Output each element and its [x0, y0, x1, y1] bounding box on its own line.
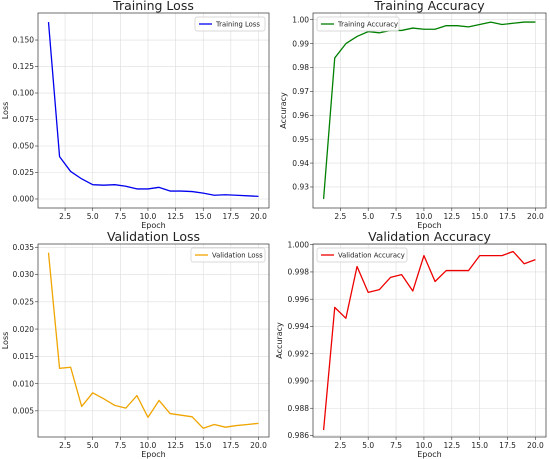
y-tick-label: 0.030 — [13, 270, 35, 279]
y-tick-label: 0.015 — [13, 352, 35, 361]
x-tick-label: 7.5 — [114, 441, 126, 450]
y-tick-label: 0.99 — [292, 39, 309, 48]
x-tick-label: 5.0 — [87, 441, 99, 450]
y-tick-label: 0.005 — [13, 407, 35, 416]
plot-frame — [312, 243, 547, 438]
chart-title: Validation Loss — [107, 229, 200, 244]
y-tick-label: 0.000 — [13, 195, 35, 204]
y-tick-label: 1.00 — [292, 15, 309, 24]
y-tick-label: 0.075 — [13, 115, 35, 124]
legend-label: Validation Loss — [212, 251, 263, 259]
training-accuracy-chart: 2.5 5.0 7.5 10.0 12.5 15.0 17.5 20.0 0.93 0.94 0.9… — [279, 0, 547, 230]
x-tick-label: 12.5 — [167, 441, 184, 450]
x-tick-label: 17.5 — [499, 212, 516, 221]
y-tick-label: 0.992 — [288, 349, 310, 358]
legend: Validation Loss — [190, 247, 266, 263]
validation-loss-series-line — [47, 252, 259, 429]
y-tick-label: 0.025 — [13, 297, 35, 306]
x-tick-label: 7.5 — [390, 441, 402, 450]
y-tick-label: 0.96 — [292, 111, 309, 120]
training-loss-series-line — [47, 21, 259, 197]
y-tick-label: 0.998 — [288, 268, 310, 277]
y-tick-label: 0.98 — [292, 63, 309, 72]
y-tick-label: 0.994 — [288, 322, 310, 331]
chart-title: Training Loss — [112, 0, 194, 13]
x-tick-label: 2.5 — [59, 441, 71, 450]
legend: Training Accuracy — [316, 16, 400, 32]
validation-loss-chart: 2.5 5.0 7.5 10.0 12.5 15.0 17.5 20.0 0.005 0.010 0… — [1, 229, 270, 459]
legend-box — [194, 16, 266, 32]
legend-label: Training Loss — [215, 20, 260, 28]
x-axis-label: Epoch — [141, 450, 166, 459]
x-tick-label: 2.5 — [334, 212, 346, 221]
legend: Training Loss — [194, 16, 266, 32]
x-tick-label: 5.0 — [362, 212, 374, 221]
legend-label: Validation Accuracy — [338, 251, 405, 259]
x-tick-label: 15.0 — [195, 212, 212, 221]
validation-accuracy-chart: 2.5 5.0 7.5 10.0 12.5 15.0 17.5 20.0 0.986 0.988 0… — [275, 229, 547, 459]
x-tick-label: 7.5 — [114, 212, 126, 221]
y-tick-label: 0.020 — [13, 325, 35, 334]
x-axis-label: Epoch — [417, 221, 442, 230]
y-axis-label: Accuracy — [279, 92, 288, 129]
x-axis-label: Epoch — [417, 450, 442, 459]
x-tick-label: 15.0 — [195, 441, 212, 450]
x-tick-label: 20.0 — [527, 441, 544, 450]
y-tick-label: 0.986 — [288, 431, 310, 440]
x-tick-label: 20.0 — [250, 441, 267, 450]
x-tick-label: 10.0 — [140, 212, 157, 221]
plot-frame — [37, 12, 270, 209]
validation-accuracy-series-line — [322, 250, 536, 431]
y-axis-label: Loss — [1, 102, 10, 120]
x-tick-label: 12.5 — [443, 441, 460, 450]
x-tick-label: 2.5 — [334, 441, 346, 450]
legend-box — [190, 247, 266, 263]
x-tick-label: 10.0 — [416, 212, 433, 221]
x-tick-label: 12.5 — [167, 212, 184, 221]
y-tick-label: 1.000 — [288, 240, 310, 249]
y-axis-label: Accuracy — [275, 322, 284, 359]
x-tick-label: 15.0 — [471, 441, 488, 450]
x-tick-label: 5.0 — [362, 441, 374, 450]
x-tick-label: 2.5 — [59, 212, 71, 221]
x-tick-label: 17.5 — [499, 441, 516, 450]
x-tick-label: 17.5 — [223, 212, 240, 221]
plot-frame — [37, 243, 270, 438]
legend-box — [316, 16, 400, 32]
y-tick-label: 0.93 — [292, 183, 309, 192]
chart-title: Validation Accuracy — [368, 229, 491, 244]
legend-box — [316, 247, 408, 263]
plot-frame — [312, 12, 547, 209]
y-tick-label: 0.97 — [292, 87, 309, 96]
y-tick-label: 0.996 — [288, 295, 310, 304]
y-tick-label: 0.95 — [292, 135, 309, 144]
x-tick-label: 12.5 — [443, 212, 460, 221]
y-tick-label: 0.94 — [292, 159, 309, 168]
x-axis-label: Epoch — [141, 221, 166, 230]
x-tick-label: 10.0 — [416, 441, 433, 450]
training-loss-chart: 2.5 5.0 7.5 10.0 12.5 15.0 17.5 20.0 0.000 0.025 0… — [1, 0, 270, 230]
x-tick-label: 20.0 — [250, 212, 267, 221]
y-tick-label: 0.050 — [13, 142, 35, 151]
chart-title: Training Accuracy — [373, 0, 485, 13]
x-tick-label: 7.5 — [390, 212, 402, 221]
y-tick-label: 0.025 — [13, 168, 35, 177]
y-tick-label: 0.125 — [13, 62, 35, 71]
x-tick-label: 20.0 — [527, 212, 544, 221]
legend-label: Training Accuracy — [337, 20, 398, 28]
training-accuracy-series-line — [322, 21, 536, 199]
x-tick-label: 10.0 — [140, 441, 157, 450]
y-tick-label: 0.010 — [13, 379, 35, 388]
x-tick-label: 5.0 — [87, 212, 99, 221]
y-tick-label: 0.150 — [13, 36, 35, 45]
x-tick-label: 15.0 — [471, 212, 488, 221]
y-tick-label: 0.100 — [13, 89, 35, 98]
y-tick-label: 0.990 — [288, 377, 310, 386]
y-tick-label: 0.988 — [288, 404, 310, 413]
legend: Validation Accuracy — [316, 247, 408, 263]
y-axis-label: Loss — [1, 332, 10, 350]
y-tick-label: 0.035 — [13, 243, 35, 252]
x-tick-label: 17.5 — [223, 441, 240, 450]
